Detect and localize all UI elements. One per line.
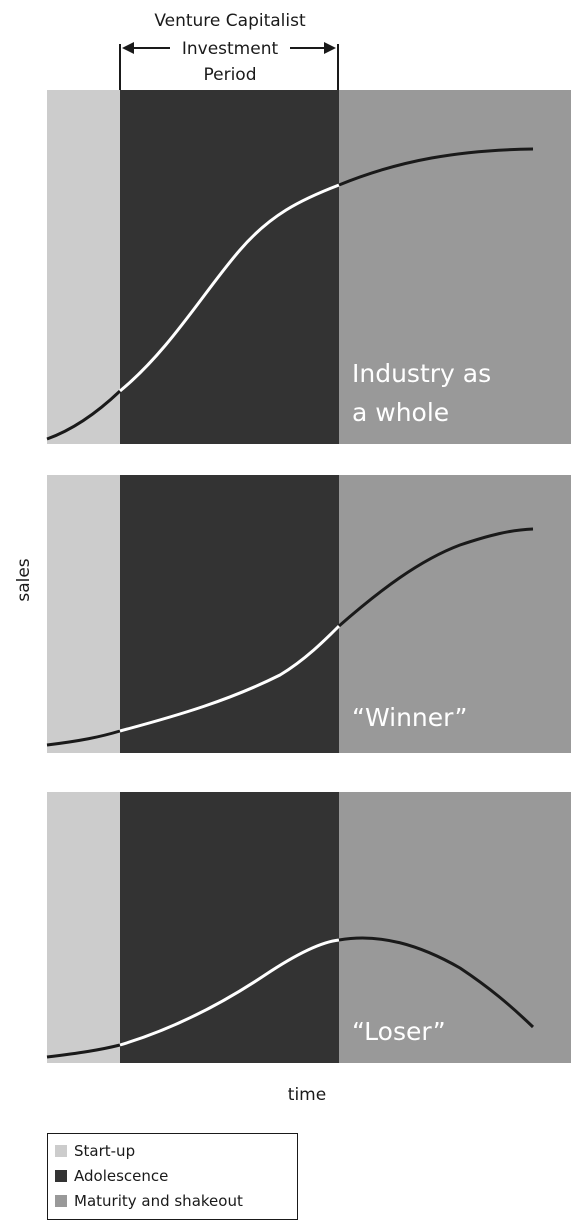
right-arrow-icon: [324, 42, 336, 54]
legend-box: [47, 1133, 298, 1220]
startup-band: [47, 475, 120, 753]
y-axis-label: sales: [14, 558, 34, 601]
adolescence-band: [120, 90, 339, 444]
legend-label-maturity: Maturity and shakeout: [74, 1192, 243, 1210]
startup-band: [47, 90, 120, 444]
maturity-band: [339, 90, 571, 444]
x-axis-label: time: [288, 1085, 326, 1105]
curve-adolescence-segment: [119, 938, 340, 1047]
curve-maturity-segment: [338, 147, 534, 187]
panel-loser: “Loser”: [46, 792, 571, 1063]
curve-startup-segment: [46, 389, 122, 441]
legend: Start-up Adolescence Maturity and shakeo…: [47, 1133, 298, 1220]
header-line-2: Investment: [182, 39, 279, 59]
curve-startup-segment: [46, 1043, 121, 1059]
maturity-band: [339, 475, 571, 753]
legend-swatch-startup: [55, 1145, 67, 1157]
curve-startup-segment: [46, 729, 121, 747]
panel-label-line-1: “Winner”: [352, 703, 467, 732]
curve-maturity-segment: [338, 936, 535, 1029]
legend-label-startup: Start-up: [74, 1142, 135, 1160]
panel-industry: Industry as a whole: [46, 90, 571, 444]
adolescence-band: [120, 792, 339, 1063]
panel-label-line-1: Industry as: [352, 359, 491, 388]
panel-label-line-2: a whole: [352, 398, 449, 427]
header-line-1: Venture Capitalist: [154, 11, 306, 31]
panel-label-line-1: “Loser”: [352, 1017, 446, 1046]
investment-period-bracket: Venture Capitalist Investment Period: [119, 11, 339, 90]
startup-band: [47, 792, 120, 1063]
panel-winner: “Winner”: [46, 475, 571, 753]
curve-adolescence-segment: [119, 183, 340, 393]
legend-label-adolescence: Adolescence: [74, 1167, 168, 1185]
curve-adolescence-segment: [119, 624, 341, 733]
legend-swatch-maturity: [55, 1195, 67, 1207]
left-arrow-icon: [122, 42, 134, 54]
header-line-3: Period: [203, 65, 256, 85]
legend-swatch-adolescence: [55, 1170, 67, 1182]
adolescence-band: [120, 475, 339, 753]
maturity-band: [339, 792, 571, 1063]
curve-maturity-segment: [338, 527, 534, 628]
